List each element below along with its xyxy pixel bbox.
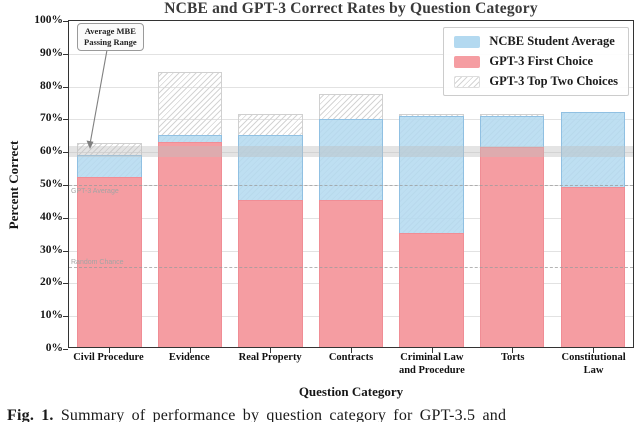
y-tick-mark [63, 53, 68, 55]
bar-group [230, 21, 311, 347]
passing-range-band [69, 145, 633, 158]
gridline [69, 53, 633, 55]
y-tick-mark [63, 119, 68, 121]
legend: NCBE Student Average GPT-3 First Choice … [443, 27, 629, 96]
reference-line: GPT-3 Average [69, 185, 633, 195]
x-category-label: Constitutional Law [561, 352, 626, 376]
y-tick-label: 30% [40, 243, 63, 256]
x-tick-mark [270, 348, 272, 353]
y-tick-mark [63, 21, 68, 22]
y-tick-label: 100% [34, 14, 63, 26]
y-tick-mark [63, 349, 68, 350]
reference-line-label: GPT-3 Average [71, 188, 119, 195]
y-axis-ticks: 0% 10% 20% 30% 40% 50% 60% 70% 80% 90% 100% [0, 14, 63, 354]
y-tick-mark [63, 152, 68, 154]
y-tick-label: 40% [40, 210, 63, 223]
plot-area: GPT-3 Average Random Chance Average MBE P… [63, 20, 634, 353]
x-tick-mark [592, 348, 594, 353]
bar-gpt3-first-choice [77, 177, 142, 347]
legend-label: GPT-3 Top Two Choices [489, 74, 618, 88]
x-axis-title: Question Category [298, 384, 404, 399]
y-tick-label: 70% [40, 112, 63, 125]
y-tick-label: 50% [40, 178, 63, 190]
bar-group [472, 21, 553, 347]
y-tick-mark [63, 86, 68, 88]
y-tick-mark [63, 316, 68, 318]
x-category-label: Evidence [168, 352, 210, 363]
gridline [69, 86, 633, 88]
y-tick-mark [63, 250, 68, 252]
bar-group [69, 21, 150, 347]
x-category-label: Contracts [328, 352, 374, 363]
bar-group [311, 21, 392, 347]
x-axis-labels: Civil Procedure Evidence Real Property Cont… [68, 352, 634, 377]
reference-line: Random Chance [69, 259, 633, 268]
y-tick-label: 90% [40, 46, 63, 59]
legend-swatch-blue [454, 35, 481, 48]
reference-line-label: Random Chance [71, 259, 124, 266]
x-category-label: Civil Procedure [73, 352, 144, 363]
caption-text: Summary of performance by question categ… [60, 407, 507, 422]
figure-caption: Fig. 1. Summary of performance by questi… [7, 407, 640, 422]
legend-item-ncbe: NCBE Student Average [454, 34, 618, 49]
legend-label: GPT-3 First Choice [489, 54, 594, 68]
x-category-label: Real Property [238, 352, 302, 363]
x-tick-mark [431, 348, 433, 353]
legend-swatch-hatch [454, 75, 481, 88]
legend-label: NCBE Student Average [489, 34, 615, 48]
annotation-line1: Average MBE [84, 26, 136, 36]
legend-swatch-red [454, 55, 481, 68]
x-category-label: Criminal Law and Procedure [398, 352, 465, 376]
x-tick-mark [512, 348, 514, 353]
y-tick-label: 10% [40, 309, 63, 322]
bar-gpt3-first-choice [318, 200, 384, 347]
bar-group [150, 21, 231, 347]
bar-gpt3-first-choice [399, 232, 464, 347]
y-tick-mark [63, 283, 68, 285]
legend-item-top-two: GPT-3 Top Two Choices [454, 74, 618, 89]
bar-gpt3-first-choice [238, 200, 303, 347]
x-category-label: Torts [500, 352, 525, 363]
bar-group [391, 21, 472, 347]
y-tick-label: 80% [40, 79, 63, 92]
passing-range-annotation: Average MBE Passing Range [77, 23, 144, 52]
x-tick-mark [189, 348, 191, 353]
caption-prefix: Fig. 1. [7, 407, 54, 422]
bar-gpt3-first-choice [157, 141, 223, 347]
y-tick-mark [63, 185, 68, 186]
legend-item-first-choice: GPT-3 First Choice [454, 54, 618, 69]
annotation-line2: Passing Range [84, 37, 137, 48]
x-tick-mark [109, 348, 111, 353]
y-tick-label: 20% [40, 276, 63, 289]
bar-gpt3-first-choice [479, 146, 545, 347]
y-tick-label: 0% [45, 342, 63, 354]
x-tick-mark [351, 348, 352, 353]
y-tick-mark [63, 217, 68, 219]
chart-title: NCBE and GPT-3 Correct Rates by Question… [164, 0, 538, 17]
y-tick-label: 60% [40, 145, 63, 158]
